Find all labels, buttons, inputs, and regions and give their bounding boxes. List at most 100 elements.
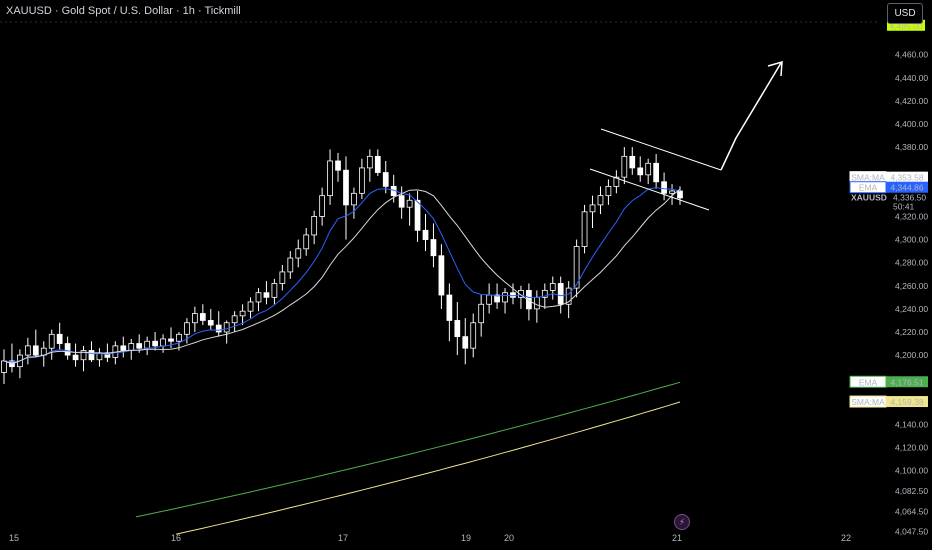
candle-body[interactable]: [629, 155, 636, 169]
candle-body[interactable]: [335, 160, 341, 171]
candle-body[interactable]: [486, 294, 492, 305]
candle-body[interactable]: [645, 162, 652, 176]
price-tick-label: 4,300.00: [895, 235, 928, 245]
currency-button[interactable]: USD: [887, 3, 923, 24]
indicator-value-label: 4,353.58: [890, 173, 923, 183]
candle-body[interactable]: [366, 155, 373, 169]
candle-body[interactable]: [677, 190, 683, 199]
candle-body[interactable]: [295, 248, 302, 259]
candle-body[interactable]: [549, 283, 556, 291]
candle-body[interactable]: [597, 195, 604, 206]
candle-body[interactable]: [653, 162, 660, 183]
time-tick-label: 17: [338, 533, 348, 543]
candle-body[interactable]: [518, 289, 524, 298]
candle-body[interactable]: [454, 320, 461, 338]
candle-body[interactable]: [470, 322, 477, 349]
candle-body[interactable]: [319, 195, 325, 217]
candle-body[interactable]: [382, 172, 389, 187]
candle-body[interactable]: [462, 336, 469, 349]
top-price-tag: [887, 19, 925, 31]
candle-body[interactable]: [184, 322, 190, 335]
candle-body[interactable]: [144, 340, 151, 349]
breakout-arrowhead: [767, 60, 783, 77]
candle-body[interactable]: [160, 338, 166, 347]
candle-body[interactable]: [136, 343, 143, 349]
candle-body[interactable]: [231, 315, 238, 324]
time-tick-label: 21: [672, 533, 682, 543]
candle-body[interactable]: [605, 185, 612, 197]
ema-fast-line: [3, 187, 681, 363]
candle-body[interactable]: [573, 246, 580, 289]
candle-body[interactable]: [311, 216, 318, 236]
candle-body[interactable]: [438, 255, 445, 296]
candle-body[interactable]: [303, 234, 310, 250]
sma-slow-line: [175, 401, 681, 535]
candle-body[interactable]: [287, 257, 294, 273]
candle-body[interactable]: [223, 322, 230, 333]
candle-body[interactable]: [48, 333, 55, 349]
candle-body[interactable]: [80, 350, 87, 361]
candle-body[interactable]: [526, 289, 532, 310]
candle-body[interactable]: [589, 204, 596, 213]
candle-body[interactable]: [72, 354, 79, 361]
channel-lower-line[interactable]: [589, 168, 710, 211]
candle-body[interactable]: [263, 292, 270, 298]
candle-body[interactable]: [207, 320, 214, 326]
bar-countdown: 50:41: [893, 201, 915, 211]
breakout-arrow-line[interactable]: [720, 62, 782, 171]
candle-body[interactable]: [581, 211, 588, 247]
candle-body[interactable]: [613, 176, 620, 187]
candle-body[interactable]: [88, 350, 95, 361]
candle-body[interactable]: [343, 169, 349, 206]
candle-body[interactable]: [430, 239, 437, 257]
time-tick-label: 19: [461, 533, 471, 543]
candle-body[interactable]: [327, 160, 333, 197]
candle-body[interactable]: [64, 343, 71, 356]
candle-body[interactable]: [446, 294, 453, 321]
candle-body[interactable]: [374, 155, 381, 173]
candle-body[interactable]: [398, 195, 405, 208]
candle-body[interactable]: [557, 283, 564, 305]
indicator-value-tag: [886, 171, 928, 183]
candle-body[interactable]: [239, 310, 246, 317]
candle-body[interactable]: [24, 345, 31, 356]
candle-body[interactable]: [255, 292, 262, 303]
candle-body[interactable]: [168, 338, 174, 342]
candle-body[interactable]: [669, 190, 675, 194]
candle-body[interactable]: [621, 155, 628, 178]
candle-body[interactable]: [510, 292, 516, 298]
candle-body[interactable]: [279, 271, 286, 284]
candle-body[interactable]: [215, 324, 222, 333]
lightning-icon[interactable]: ⚡: [674, 514, 690, 530]
candle-body[interactable]: [128, 343, 135, 351]
candle-body[interactable]: [661, 181, 667, 194]
candle-body[interactable]: [406, 199, 413, 208]
candle-body[interactable]: [1, 360, 7, 373]
last-price-symbol: XAUUSD: [851, 192, 887, 202]
indicator-name-label: SMA:MA: [851, 397, 885, 407]
candle-body[interactable]: [32, 345, 39, 356]
candle-body[interactable]: [565, 287, 572, 305]
candle-body[interactable]: [176, 333, 182, 342]
candle-body[interactable]: [351, 192, 357, 206]
candle-body[interactable]: [533, 296, 540, 310]
candle-body[interactable]: [152, 340, 158, 347]
candle-body[interactable]: [56, 333, 63, 344]
price-tick-label: 4,140.00: [895, 419, 928, 429]
candle-body[interactable]: [271, 283, 278, 298]
sma-fast-line: [3, 188, 681, 365]
candle-body[interactable]: [359, 167, 365, 194]
candle-body[interactable]: [120, 345, 127, 351]
candle-body[interactable]: [414, 199, 421, 231]
candle-body[interactable]: [541, 289, 548, 298]
candle-body[interactable]: [637, 167, 644, 176]
candle-body[interactable]: [199, 313, 206, 321]
candle-body[interactable]: [494, 294, 500, 303]
channel-upper-line[interactable]: [600, 128, 722, 171]
candle-body[interactable]: [247, 301, 254, 312]
candle-body[interactable]: [192, 313, 198, 324]
candle-body[interactable]: [478, 303, 485, 324]
candle-body[interactable]: [502, 292, 508, 303]
candle-body[interactable]: [422, 229, 429, 240]
